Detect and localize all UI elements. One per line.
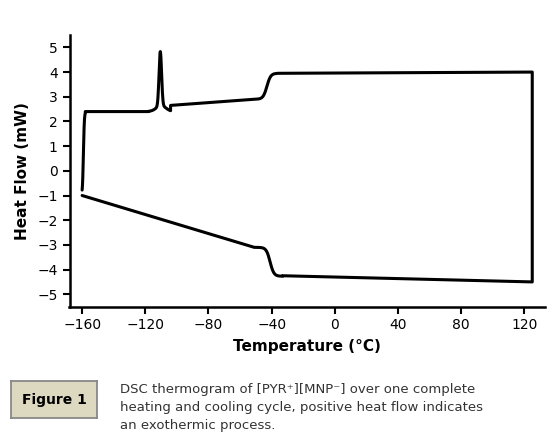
X-axis label: Temperature (°C): Temperature (°C)	[234, 339, 381, 354]
Y-axis label: Heat Flow (mW): Heat Flow (mW)	[15, 102, 30, 240]
Text: DSC thermogram of [PYR⁺][MNP⁻] over one complete
heating and cooling cycle, posi: DSC thermogram of [PYR⁺][MNP⁻] over one …	[120, 383, 483, 432]
Text: Figure 1: Figure 1	[22, 393, 87, 406]
